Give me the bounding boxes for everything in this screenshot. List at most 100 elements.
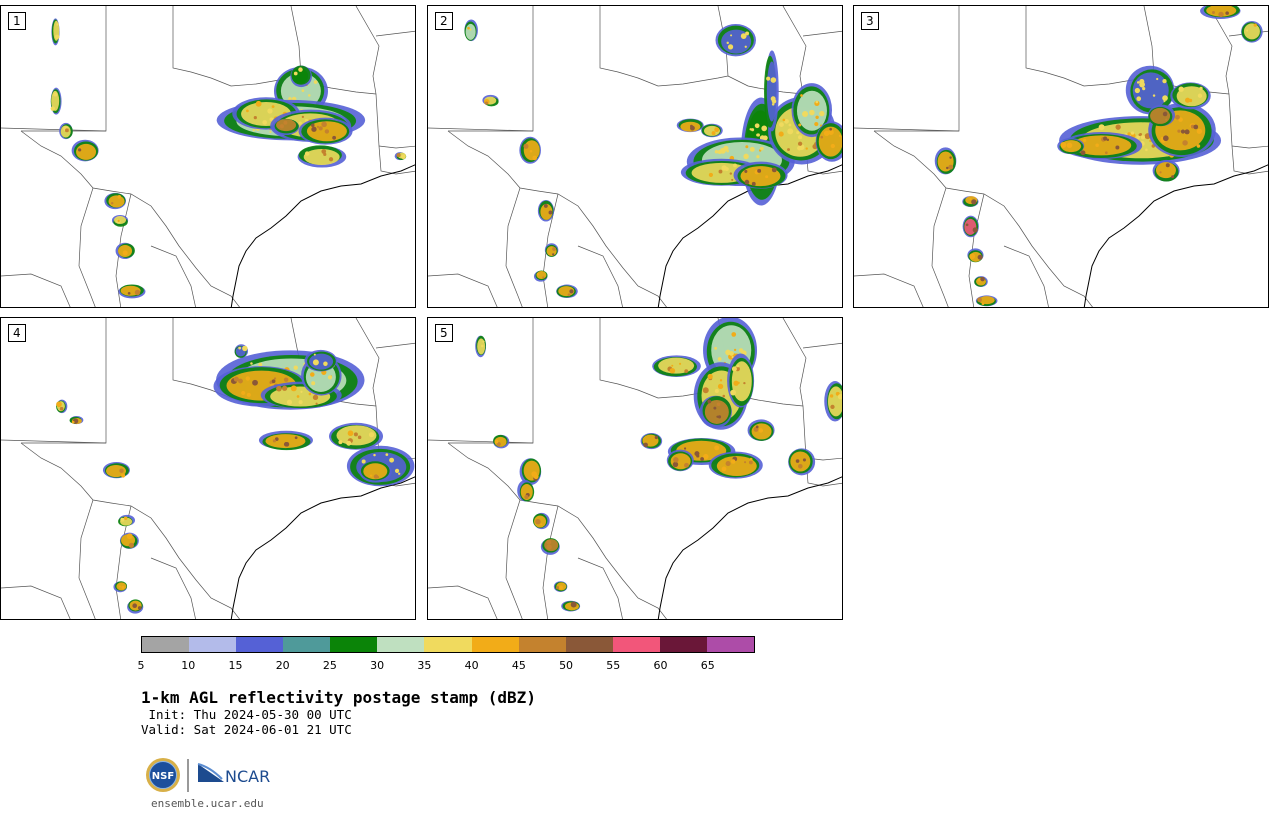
reflectivity-core — [298, 400, 303, 405]
postage-stamp-panel-4: 4 — [0, 317, 416, 620]
reflectivity-core — [1165, 163, 1170, 168]
reflectivity-core — [760, 146, 764, 151]
colorbar-cell — [612, 637, 660, 652]
colorbar-cell — [330, 637, 378, 652]
reflectivity-core — [357, 435, 362, 440]
colorbar-cell — [189, 637, 237, 652]
reflectivity-core — [787, 128, 794, 135]
reflectivity-core — [1246, 29, 1249, 32]
map-svg — [428, 318, 842, 619]
reflectivity-core — [730, 389, 737, 396]
postage-stamp-panel-2: 2 — [427, 5, 843, 308]
reflectivity-cell — [106, 465, 127, 478]
reflectivity-core — [328, 157, 334, 162]
reflectivity-core — [312, 394, 319, 401]
reflectivity-core — [838, 134, 842, 138]
colorbar-tick-label: 50 — [559, 659, 574, 672]
reflectivity-core — [121, 585, 125, 589]
reflectivity-core — [1115, 124, 1121, 130]
state-boundary — [355, 6, 380, 147]
reflectivity-core — [313, 353, 316, 356]
postage-stamp-panel-5: 5 — [427, 317, 843, 620]
state-boundary — [727, 75, 804, 95]
reflectivity-core — [308, 94, 311, 97]
state-boundary — [150, 245, 196, 307]
init-time: Init: Thu 2024-05-30 00 UTC — [141, 707, 352, 722]
coastline — [657, 476, 842, 619]
reflectivity-core — [288, 97, 292, 101]
reflectivity-core — [749, 146, 755, 152]
colorbar-cell — [518, 637, 566, 652]
state-boundary — [854, 273, 924, 307]
reflectivity-core — [1098, 124, 1105, 131]
reflectivity-core — [751, 181, 756, 186]
reflectivity-core — [123, 516, 128, 521]
reflectivity-core — [120, 517, 125, 522]
reflectivity-core — [1164, 111, 1167, 115]
reflectivity-core — [274, 437, 279, 441]
reflectivity-core — [305, 151, 309, 154]
reflectivity-cell — [964, 218, 977, 235]
map-svg — [854, 6, 1268, 307]
reflectivity-core — [494, 439, 499, 444]
reflectivity-core — [532, 155, 538, 161]
state-boundary — [873, 130, 1093, 307]
colorbar-cell — [424, 637, 472, 652]
reflectivity-core — [529, 149, 533, 153]
reflectivity-core — [536, 272, 540, 276]
reflectivity-core — [542, 276, 545, 279]
reflectivity-core — [1134, 87, 1141, 94]
reflectivity-core — [54, 34, 60, 40]
reflectivity-core — [771, 167, 777, 173]
reflectivity-core — [787, 148, 791, 152]
reflectivity-core — [535, 519, 541, 525]
reflectivity-core — [117, 195, 122, 199]
reflectivity-core — [117, 219, 120, 223]
panel-number-label: 2 — [435, 12, 453, 30]
reflectivity-core — [1196, 144, 1201, 148]
reflectivity-core — [311, 381, 316, 386]
reflectivity-core — [745, 31, 750, 36]
reflectivity-core — [756, 133, 760, 137]
nsf-seal-text: NSF — [152, 771, 174, 782]
reflectivity-core — [294, 436, 298, 440]
coastline — [1083, 164, 1268, 307]
colorbar-tick-label: 55 — [606, 659, 621, 672]
reflectivity-core — [1152, 94, 1156, 97]
reflectivity-core — [757, 168, 762, 173]
reflectivity-core — [311, 123, 315, 128]
reflectivity-core — [543, 203, 548, 208]
reflectivity-core — [271, 105, 275, 109]
map-svg — [1, 318, 415, 619]
colorbar-tick-label: 65 — [700, 659, 715, 672]
reflectivity-core — [311, 126, 317, 132]
reflectivity-core — [327, 375, 333, 380]
reflectivity-core — [736, 364, 740, 368]
reflectivity-cell — [1155, 162, 1176, 179]
reflectivity-core — [707, 399, 712, 404]
reflectivity-core — [273, 377, 277, 380]
reflectivity-core — [829, 127, 832, 131]
nsf-seal-icon: NSF — [146, 758, 180, 792]
reflectivity-cell — [544, 539, 559, 552]
reflectivity-core — [721, 466, 727, 472]
reflectivity-core — [731, 355, 734, 359]
reflectivity-core — [283, 120, 288, 125]
reflectivity-core — [242, 345, 248, 352]
reflectivity-core — [770, 96, 776, 102]
reflectivity-core — [467, 26, 470, 30]
reflectivity-core — [714, 388, 719, 394]
reflectivity-core — [368, 432, 375, 438]
colorbar-cell — [659, 637, 707, 652]
reflectivity-core — [770, 77, 777, 83]
reflectivity-cell — [540, 203, 553, 220]
reflectivity-core — [795, 459, 800, 463]
reflectivity-core — [269, 130, 272, 133]
reflectivity-core — [717, 415, 722, 419]
postage-stamp-panel-1: 1 — [0, 5, 416, 308]
reflectivity-core — [315, 402, 318, 405]
valid-time: Valid: Sat 2024-06-01 21 UTC — [141, 722, 352, 737]
reflectivity-cell — [76, 143, 97, 160]
reflectivity-core — [700, 457, 704, 461]
colorbar-cell — [142, 637, 190, 652]
